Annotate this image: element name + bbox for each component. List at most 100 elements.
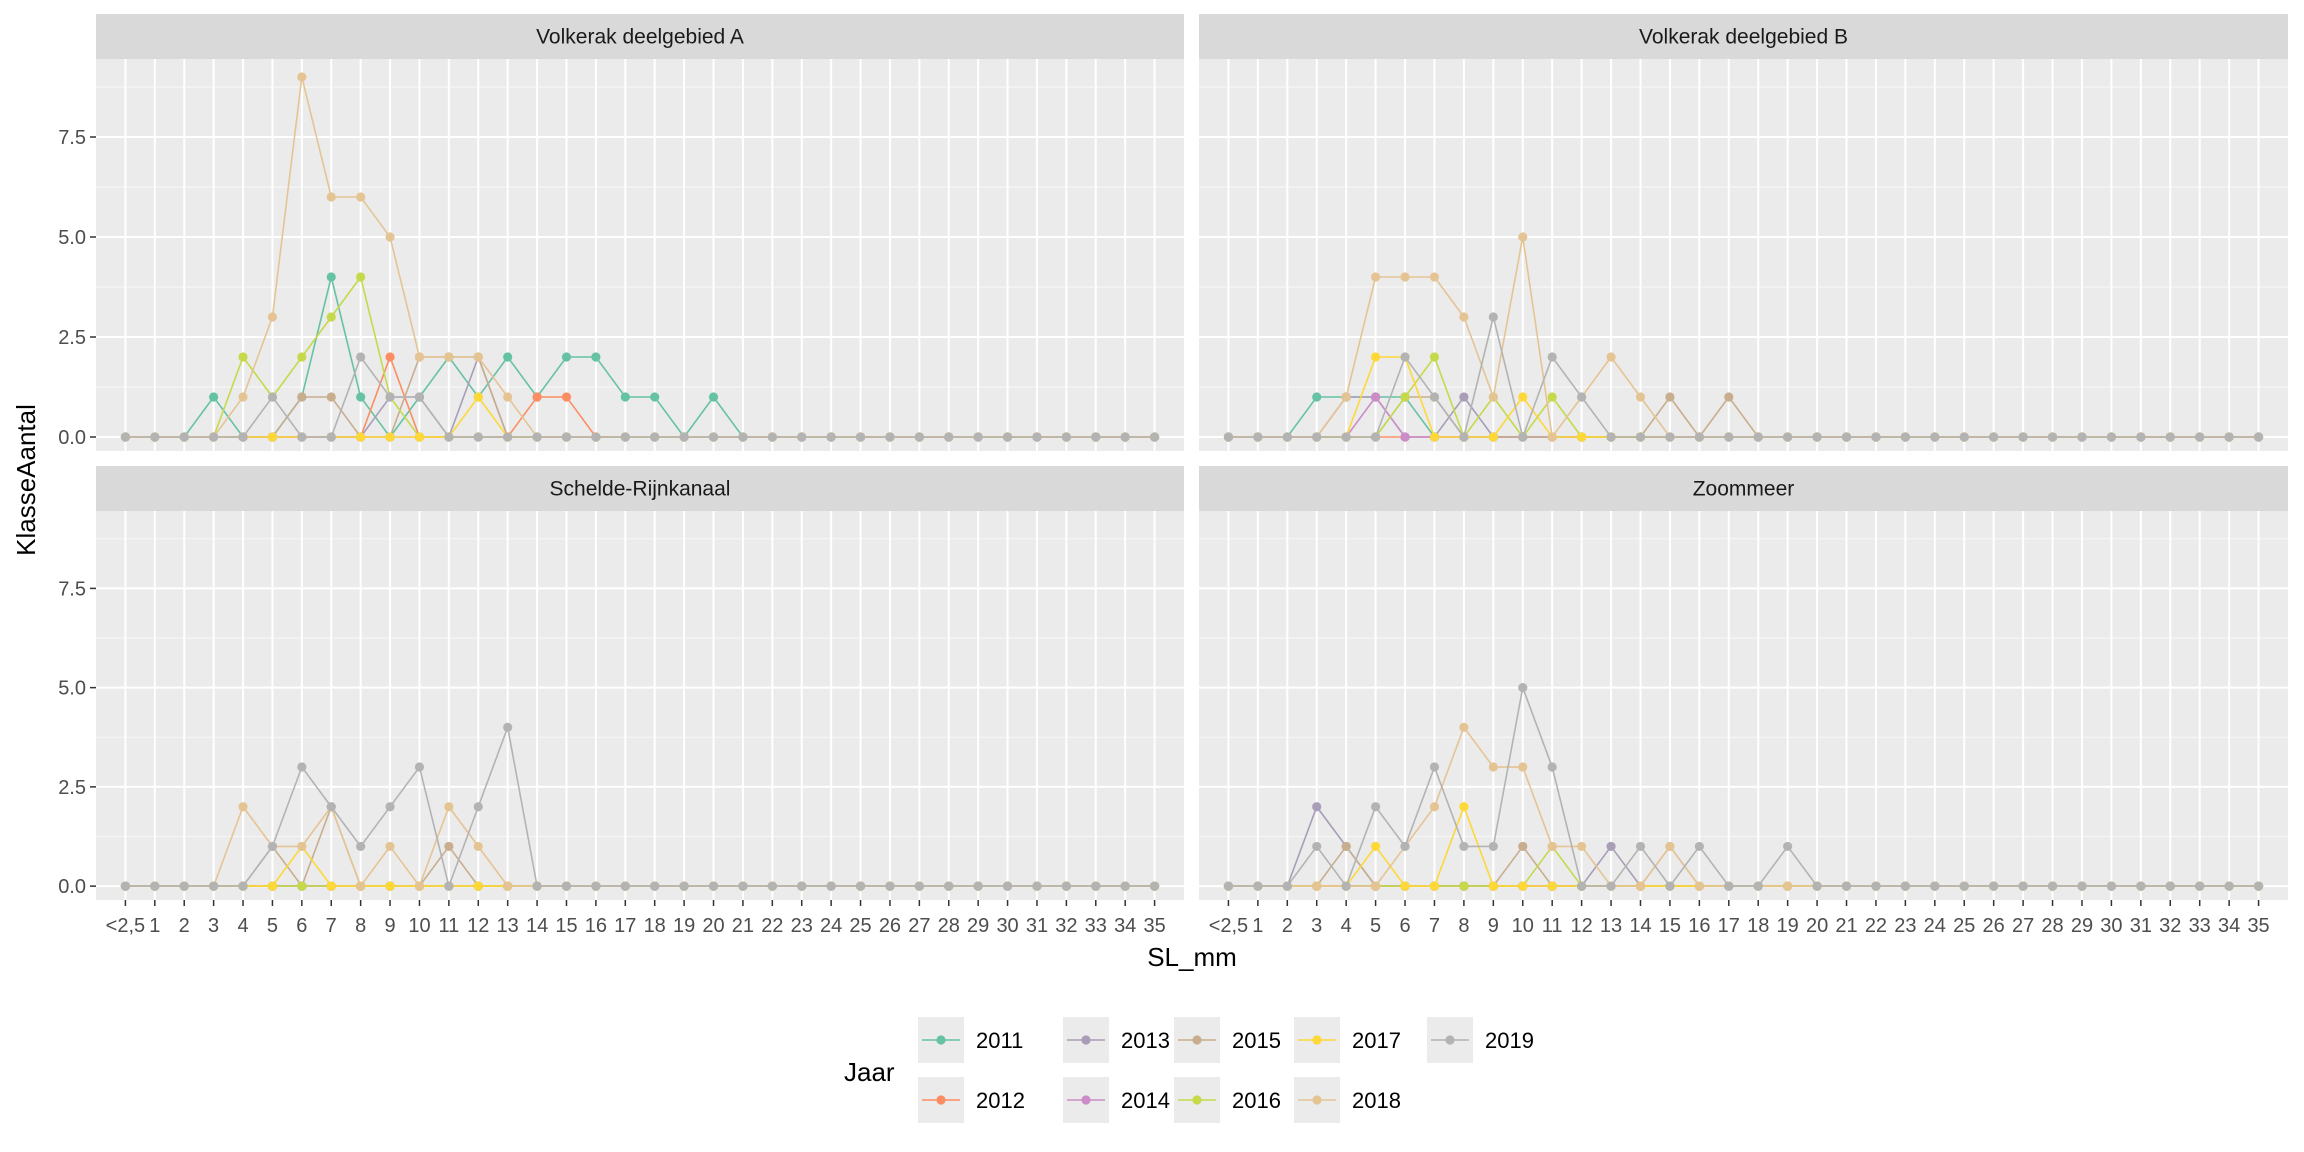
data-point bbox=[267, 841, 278, 852]
x-tick-label: 22 bbox=[761, 915, 783, 937]
data-point bbox=[591, 432, 601, 442]
data-point bbox=[1400, 432, 1410, 442]
legend-key-point bbox=[1192, 1095, 1202, 1105]
data-point bbox=[356, 432, 366, 442]
data-point bbox=[503, 432, 513, 442]
x-tick-label: 14 bbox=[1629, 915, 1651, 937]
data-point bbox=[1665, 392, 1675, 402]
data-point bbox=[1753, 432, 1763, 442]
y-tick-label: 2.5 bbox=[58, 777, 86, 799]
x-tick-label: 2 bbox=[179, 915, 190, 937]
x-tick-label: 19 bbox=[673, 915, 695, 937]
data-point bbox=[1400, 392, 1410, 402]
y-tick-label: 2.5 bbox=[58, 327, 86, 349]
data-point bbox=[650, 881, 660, 891]
x-tick-label: 5 bbox=[267, 915, 278, 937]
data-point bbox=[620, 392, 630, 402]
x-tick-label: 8 bbox=[355, 915, 366, 937]
x-tick-label: 17 bbox=[614, 915, 636, 937]
facet-strip-label: Volkerak deelgebied B bbox=[1639, 26, 1848, 49]
series-line-2019 bbox=[1228, 316, 2259, 440]
data-point bbox=[620, 881, 630, 891]
data-point bbox=[826, 432, 836, 442]
x-tick-label: 1 bbox=[149, 915, 160, 937]
data-point bbox=[1370, 432, 1381, 442]
data-point bbox=[914, 881, 924, 891]
data-point bbox=[356, 272, 366, 282]
data-point bbox=[1665, 432, 1675, 442]
axes: 0.02.55.07.50.02.55.07.5<2,5 1 2 3 4 5 6 7 8 9 10 1… bbox=[58, 127, 2270, 937]
data-point bbox=[1694, 841, 1704, 852]
legend-key-point bbox=[936, 1035, 946, 1045]
x-tick-label: 13 bbox=[497, 915, 519, 937]
facet-strip-label: Schelde-Rijnkanaal bbox=[550, 478, 731, 501]
x-tick-label: 9 bbox=[1488, 915, 1499, 937]
data-point bbox=[1061, 881, 1071, 891]
x-tick-label: 23 bbox=[791, 915, 813, 937]
x-tick-label: 24 bbox=[1924, 915, 1946, 937]
data-point bbox=[326, 432, 336, 442]
data-point bbox=[1400, 352, 1410, 362]
data-point bbox=[708, 881, 719, 891]
data-point bbox=[855, 881, 866, 891]
legend: Jaar 2011 2012 2013 2014 2015 2016 2017 2018 201… bbox=[844, 1017, 1534, 1123]
data-point bbox=[385, 841, 395, 852]
data-point bbox=[1577, 881, 1587, 891]
data-point bbox=[1370, 802, 1381, 812]
panel-schelde-rijnkanaal: Schelde-Rijnkanaal bbox=[96, 466, 1184, 900]
data-point bbox=[444, 841, 454, 852]
x-tick-label: 27 bbox=[908, 915, 930, 937]
x-tick-label: 3 bbox=[1311, 915, 1322, 937]
data-point bbox=[385, 802, 395, 812]
data-point bbox=[473, 881, 483, 891]
data-point bbox=[356, 841, 366, 852]
data-point bbox=[1429, 352, 1440, 362]
legend-item-label: 2011 bbox=[976, 1028, 1023, 1053]
data-point bbox=[1547, 432, 1557, 442]
data-point bbox=[1341, 841, 1351, 852]
data-point bbox=[650, 432, 660, 442]
x-tick-label: 7 bbox=[1429, 915, 1440, 937]
data-point bbox=[2136, 881, 2146, 891]
data-point bbox=[297, 762, 307, 772]
data-point bbox=[150, 432, 160, 442]
data-point bbox=[885, 432, 895, 442]
data-point bbox=[1400, 841, 1410, 852]
data-point bbox=[473, 352, 483, 362]
legend-key-point bbox=[1081, 1095, 1091, 1105]
data-point bbox=[1577, 432, 1587, 442]
x-tick-label: 19 bbox=[1777, 915, 1799, 937]
data-point bbox=[503, 881, 513, 891]
panel-volkerak-deelgebied-b: Volkerak deelgebied B bbox=[1199, 14, 2288, 451]
data-point bbox=[738, 881, 748, 891]
data-point bbox=[356, 392, 366, 402]
legend-item-label: 2012 bbox=[976, 1088, 1025, 1113]
data-point bbox=[1518, 432, 1528, 442]
data-point bbox=[1312, 881, 1322, 891]
data-point bbox=[1841, 881, 1852, 891]
data-point bbox=[1312, 802, 1322, 812]
y-tick-label: 5.0 bbox=[58, 227, 86, 249]
data-point bbox=[1959, 881, 1969, 891]
x-tick-label: 29 bbox=[2071, 915, 2093, 937]
data-point bbox=[326, 192, 336, 202]
data-point bbox=[532, 392, 542, 402]
data-point bbox=[650, 392, 660, 402]
panel-volkerak-deelgebied-a: Volkerak deelgebied A bbox=[96, 14, 1184, 451]
series-line-2019 bbox=[125, 355, 1155, 438]
data-point bbox=[1223, 881, 1234, 891]
data-point bbox=[708, 392, 719, 402]
data-point bbox=[1547, 392, 1557, 402]
series-2019 bbox=[120, 352, 1160, 442]
data-point bbox=[473, 841, 483, 852]
data-point bbox=[326, 272, 336, 282]
data-point bbox=[2253, 881, 2264, 891]
data-point bbox=[1547, 352, 1557, 362]
data-point bbox=[444, 352, 454, 362]
x-tick-label: 32 bbox=[1055, 915, 1077, 937]
data-point bbox=[356, 881, 366, 891]
data-point bbox=[209, 392, 219, 402]
x-tick-label: 18 bbox=[644, 915, 666, 937]
x-tick-label: 24 bbox=[820, 915, 842, 937]
series-2019 bbox=[120, 722, 1160, 891]
